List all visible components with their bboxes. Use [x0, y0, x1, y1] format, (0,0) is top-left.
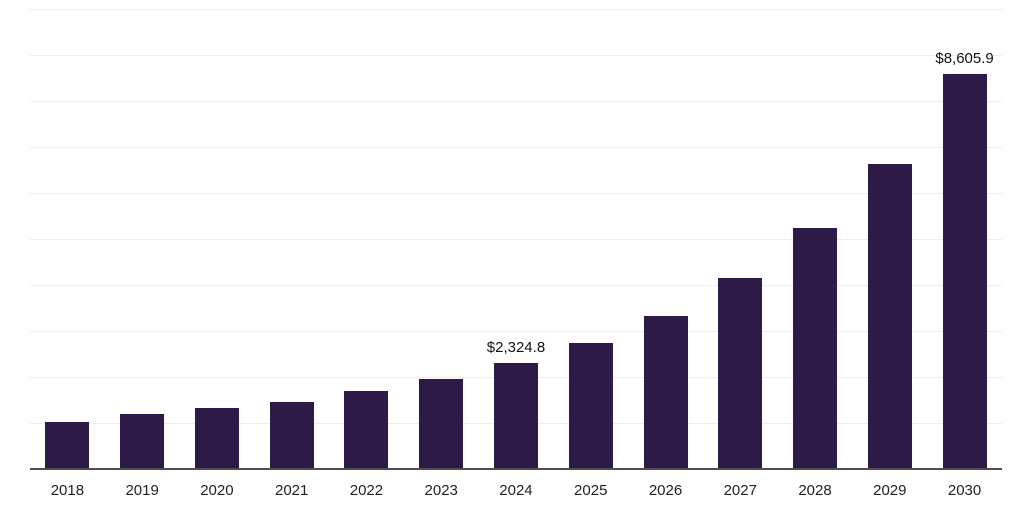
- bar-column-2022: [329, 10, 404, 470]
- x-axis-label-2026: 2026: [648, 482, 683, 499]
- x-axis-label-2020: 2020: [200, 482, 234, 499]
- plot-area: $2,324.8 $8,605.9: [30, 9, 1002, 470]
- x-axis-label-2024: 2024: [499, 482, 533, 499]
- bar-column-2024: $2,324.8: [479, 10, 554, 470]
- x-axis-label-2025: 2025: [574, 482, 608, 499]
- gridline: [30, 9, 1002, 10]
- bar-2029: [867, 163, 912, 470]
- x-axis-line: [30, 468, 1002, 470]
- x-axis-label-2021: 2021: [274, 482, 309, 499]
- bar-2026: [643, 315, 688, 470]
- x-axis-label-2028: 2028: [798, 482, 832, 499]
- gridline: [30, 285, 1002, 286]
- x-axis-label-2022: 2022: [349, 482, 384, 499]
- bar-column-2030: $8,605.9: [927, 10, 1002, 470]
- bar-2019: [120, 414, 165, 470]
- bar-value-label-2024: $2,324.8: [486, 339, 546, 357]
- x-axis-label-2029: 2029: [873, 482, 907, 499]
- x-axis-label-2027: 2027: [723, 482, 757, 499]
- x-axis-label-2030: 2030: [947, 482, 982, 499]
- x-axis-label-2018: 2018: [50, 482, 85, 499]
- bar-2018: [45, 422, 90, 470]
- bar-2027: [718, 277, 763, 470]
- gridline: [30, 55, 1002, 56]
- bar-column-2021: [254, 10, 329, 470]
- bar-2021: [269, 401, 314, 470]
- bar-column-2029: [852, 10, 927, 470]
- bar-2024: [493, 363, 538, 470]
- x-axis-labels: 2018 2019 2020 2021 2022 2023 2024 2025 2026 2027…: [30, 482, 1002, 499]
- bar-2028: [793, 228, 838, 470]
- bar-column-2018: [30, 10, 105, 470]
- bar-2020: [194, 408, 239, 470]
- gridline: [30, 331, 1002, 332]
- x-axis-label-2019: 2019: [125, 482, 159, 499]
- bar-value-label-2030: $8,605.9: [935, 50, 994, 68]
- gridline: [30, 239, 1002, 240]
- bar-column-2026: [628, 10, 703, 470]
- gridline: [30, 193, 1002, 194]
- bar-2022: [344, 390, 389, 470]
- bar-2030: [942, 74, 987, 470]
- plot-wrap: $2,324.8 $8,605.9 2018 2019 2020 2021 2022 202…: [30, 9, 1002, 499]
- bar-2025: [568, 343, 613, 470]
- bar-2023: [419, 379, 464, 470]
- bar-column-2019: [105, 10, 180, 470]
- gridline: [30, 101, 1002, 102]
- bar-column-2027: [703, 10, 778, 470]
- bar-column-2028: [778, 10, 853, 470]
- x-axis-label-2023: 2023: [424, 482, 458, 499]
- bar-column-2025: [553, 10, 628, 470]
- bar-column-2023: [404, 10, 479, 470]
- bar-column-2020: [180, 10, 255, 470]
- gridline: [30, 147, 1002, 148]
- bar-columns: $2,324.8 $8,605.9: [30, 10, 1002, 470]
